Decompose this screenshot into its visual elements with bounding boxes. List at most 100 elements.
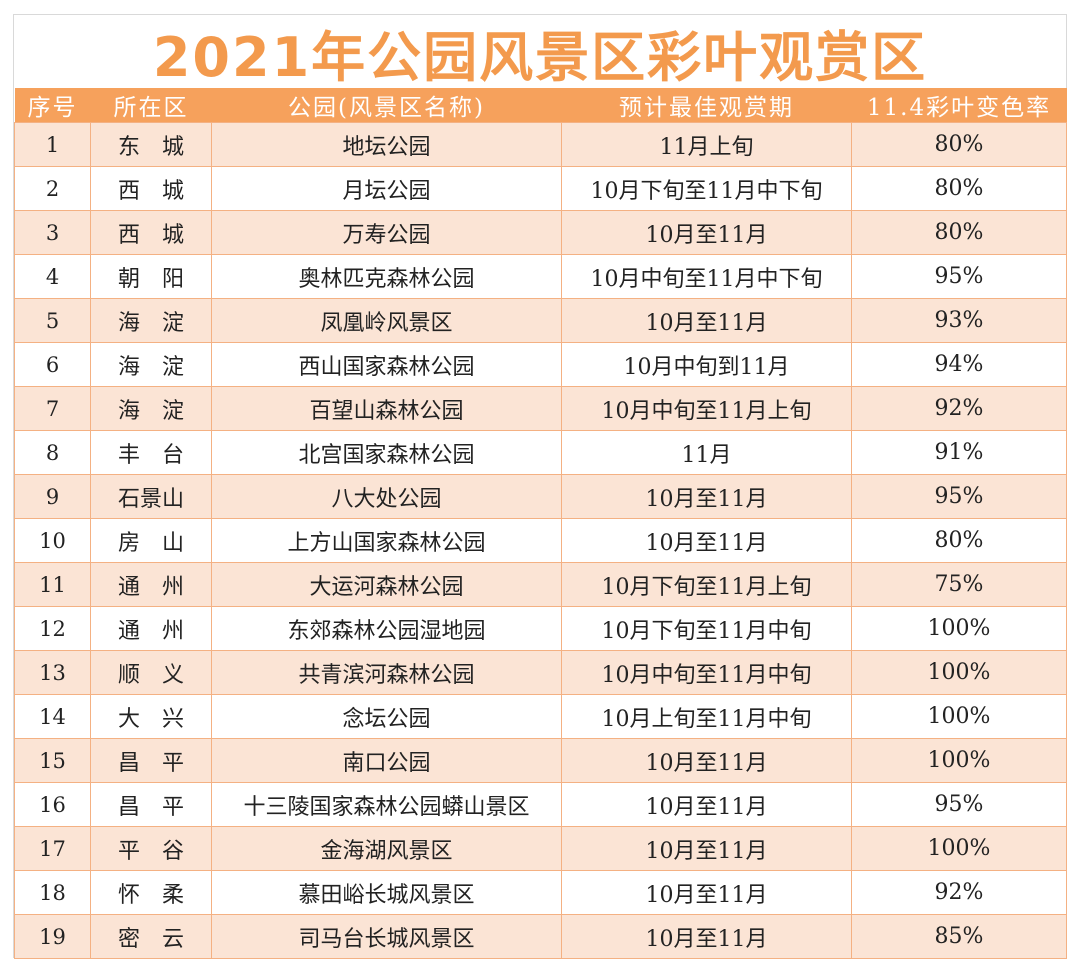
cell-park: 南口公园 (211, 738, 562, 783)
cell-district: 海 淀 (90, 386, 212, 431)
cell-park: 念坛公园 (211, 694, 562, 739)
cell-index: 15 (14, 738, 91, 783)
cell-park: 百望山森林公园 (211, 386, 562, 431)
cell-park: 凤凰岭风景区 (211, 298, 562, 343)
cell-period: 10月至11月 (561, 210, 852, 255)
cell-period: 10月中旬到11月 (561, 342, 852, 387)
cell-period: 10月至11月 (561, 474, 852, 519)
cell-park: 东郊森林公园湿地园 (211, 606, 562, 651)
table-row: 17 平 谷金海湖风景区 10月至11月 100% (14, 826, 1067, 871)
cell-index: 12 (14, 606, 91, 651)
cell-park: 八大处公园 (211, 474, 562, 519)
table-row: 15 昌 平南口公园 10月至11月 100% (14, 738, 1067, 783)
cell-index: 18 (14, 870, 91, 915)
cell-district: 昌 平 (90, 782, 212, 827)
cell-rate: 80% (851, 122, 1067, 167)
header-index: 序号 (14, 88, 91, 123)
cell-rate: 94% (851, 342, 1067, 387)
cell-period: 10月中旬至11月中旬 (561, 650, 852, 695)
cell-period: 11月上旬 (561, 122, 852, 167)
cell-index: 7 (14, 386, 91, 431)
cell-index: 13 (14, 650, 91, 695)
cell-park: 十三陵国家森林公园蟒山景区 (211, 782, 562, 827)
cell-district: 海 淀 (90, 298, 212, 343)
header-period: 预计最佳观赏期 (561, 88, 852, 123)
cell-rate: 93% (851, 298, 1067, 343)
cell-index: 5 (14, 298, 91, 343)
table-row: 13 顺 义共青滨河森林公园 10月中旬至11月中旬 100% (14, 650, 1067, 695)
cell-rate: 91% (851, 430, 1067, 475)
cell-index: 14 (14, 694, 91, 739)
cell-district: 密 云 (90, 914, 212, 959)
cell-rate: 80% (851, 166, 1067, 211)
cell-rate: 92% (851, 386, 1067, 431)
cell-rate: 100% (851, 694, 1067, 739)
cell-rate: 75% (851, 562, 1067, 607)
cell-rate: 80% (851, 210, 1067, 255)
table-row: 14 大 兴念坛公园 10月上旬至11月中旬 100% (14, 694, 1067, 739)
cell-index: 19 (14, 914, 91, 959)
cell-district: 海 淀 (90, 342, 212, 387)
cell-period: 10月至11月 (561, 870, 852, 915)
cell-period: 10月至11月 (561, 826, 852, 871)
cell-park: 慕田峪长城风景区 (211, 870, 562, 915)
cell-park: 上方山国家森林公园 (211, 518, 562, 563)
cell-park: 司马台长城风景区 (211, 914, 562, 959)
cell-index: 10 (14, 518, 91, 563)
cell-index: 3 (14, 210, 91, 255)
table-row: 9 石景山 八大处公园 10月至11月 95% (14, 474, 1067, 519)
cell-period: 10月下旬至11月中下旬 (561, 166, 852, 211)
cell-district: 朝 阳 (90, 254, 212, 299)
cell-index: 4 (14, 254, 91, 299)
cell-rate: 85% (851, 914, 1067, 959)
cell-park: 万寿公园 (211, 210, 562, 255)
cell-park: 月坛公园 (211, 166, 562, 211)
cell-rate: 100% (851, 738, 1067, 783)
cell-park: 西山国家森林公园 (211, 342, 562, 387)
cell-district: 顺 义 (90, 650, 212, 695)
header-district: 所在区 (90, 88, 212, 123)
cell-period: 10月至11月 (561, 298, 852, 343)
cell-index: 9 (14, 474, 91, 519)
table-row: 19 密 云司马台长城风景区 10月至11月 85% (14, 914, 1067, 959)
cell-period: 10月至11月 (561, 914, 852, 959)
cell-index: 6 (14, 342, 91, 387)
cell-district: 通 州 (90, 606, 212, 651)
cell-index: 2 (14, 166, 91, 211)
cell-park: 奥林匹克森林公园 (211, 254, 562, 299)
cell-rate: 100% (851, 606, 1067, 651)
page-title: 2021年公园风景区彩叶观赏区 (152, 25, 928, 89)
cell-rate: 95% (851, 782, 1067, 827)
cell-district: 大 兴 (90, 694, 212, 739)
cell-district: 石景山 (90, 474, 212, 519)
table-row: 18 怀 柔慕田峪长城风景区 10月至11月 92% (14, 870, 1067, 915)
cell-index: 16 (14, 782, 91, 827)
cell-rate: 95% (851, 474, 1067, 519)
cell-period: 11月 (561, 430, 852, 475)
cell-district: 东 城 (90, 122, 212, 167)
cell-park: 大运河森林公园 (211, 562, 562, 607)
table-row: 11 通 州大运河森林公园 10月下旬至11月上旬 75% (14, 562, 1067, 607)
cell-period: 10月下旬至11月上旬 (561, 562, 852, 607)
cell-period: 10月下旬至11月中旬 (561, 606, 852, 651)
cell-index: 17 (14, 826, 91, 871)
cell-district: 房 山 (90, 518, 212, 563)
cell-period: 10月至11月 (561, 518, 852, 563)
cell-rate: 100% (851, 650, 1067, 695)
cell-rate: 95% (851, 254, 1067, 299)
header-rate: 11.4彩叶变色率 (851, 88, 1067, 123)
cell-index: 11 (14, 562, 91, 607)
header-park: 公园(风景区名称) (211, 88, 562, 123)
cell-index: 8 (14, 430, 91, 475)
table-row: 16 昌 平十三陵国家森林公园蟒山景区 10月至11月 95% (14, 782, 1067, 827)
cell-park: 地坛公园 (211, 122, 562, 167)
cell-park: 北宫国家森林公园 (211, 430, 562, 475)
